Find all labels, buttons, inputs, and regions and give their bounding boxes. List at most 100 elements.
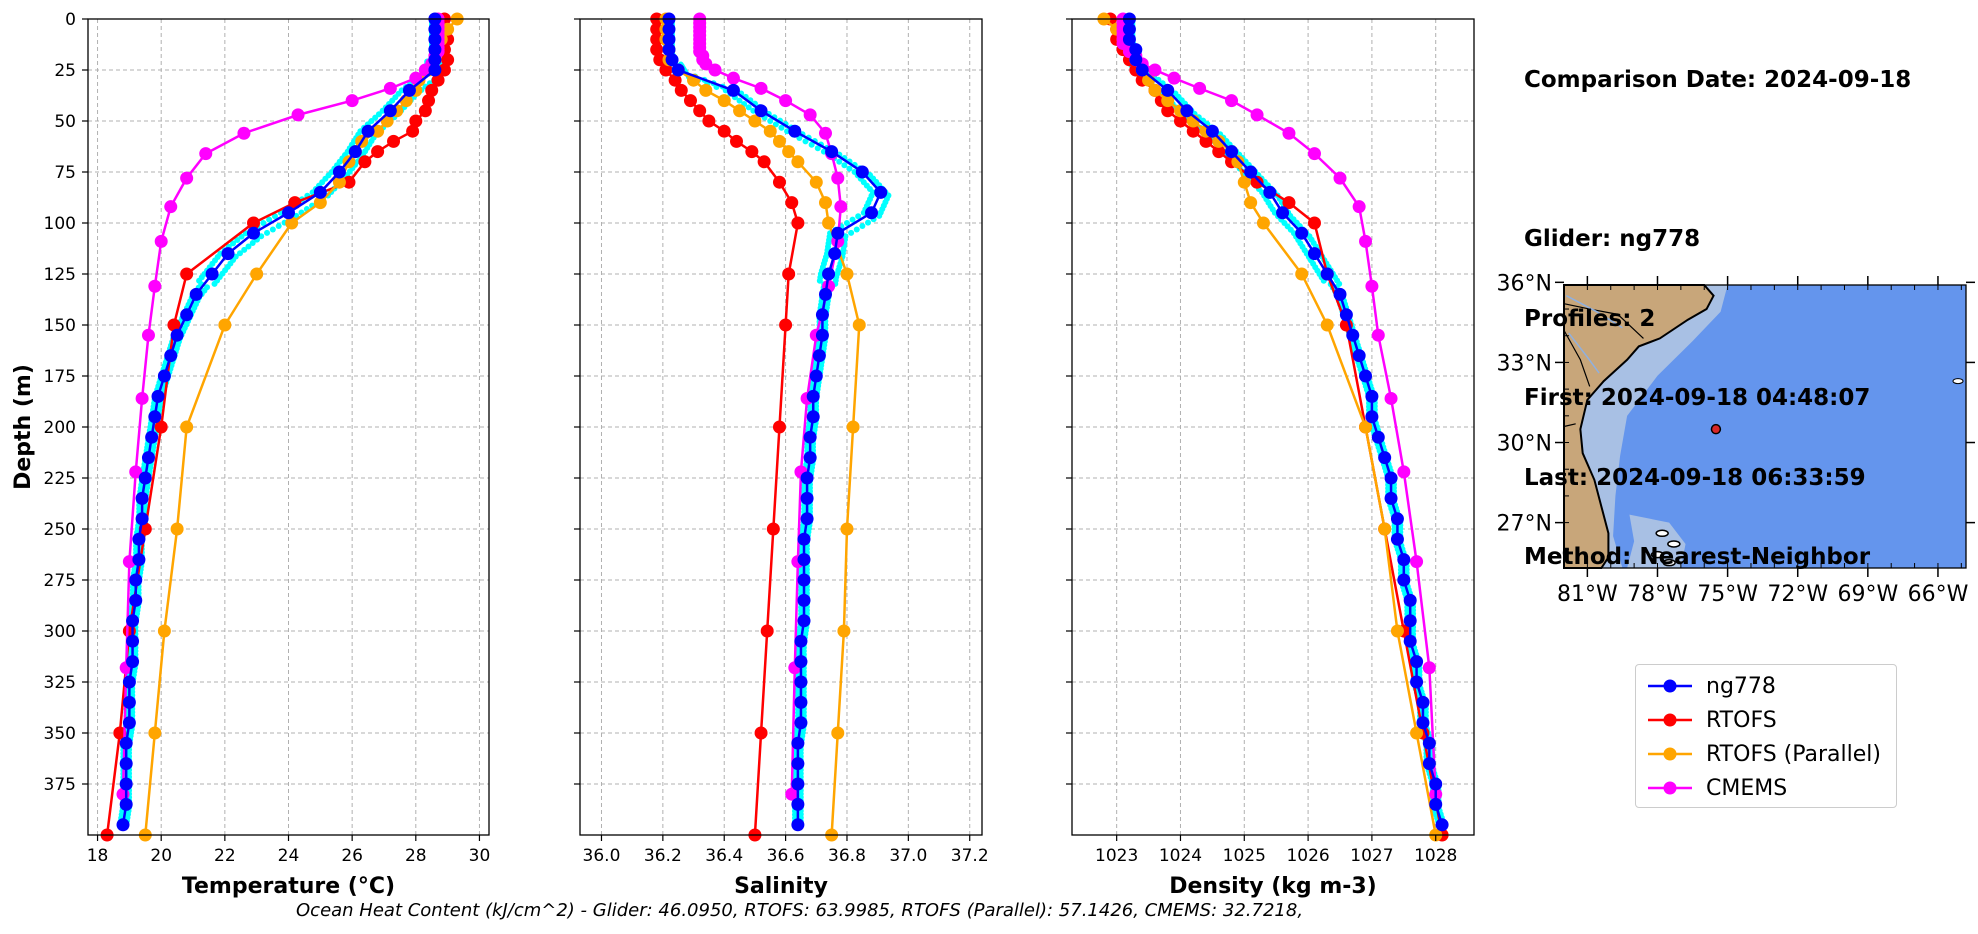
data-point [662,32,676,46]
data-point [828,247,842,261]
data-point [1173,114,1187,128]
data-point [874,185,888,199]
data-point [785,196,799,210]
data-point [803,430,817,444]
data-point [1403,634,1417,648]
data-point [154,420,168,434]
data-point [135,512,149,526]
data-point [167,318,181,332]
y-tick-label: 375 [44,775,76,795]
data-point [1359,369,1373,383]
data-point [754,726,768,740]
data-point [342,175,356,189]
data-point [791,155,805,169]
data-point [1135,63,1149,77]
island [1667,540,1681,548]
data-point [1378,522,1392,536]
data-point [1359,420,1373,434]
data-point [1429,777,1443,791]
data-point [1282,126,1296,140]
glider-scatter-point [264,229,271,236]
data-point [154,234,168,248]
data-point [129,593,143,607]
data-point [794,716,808,730]
data-point [791,797,805,811]
glider-scatter-point [275,223,282,230]
legend-label: CMEMS [1706,775,1788,801]
series-line-cmems [121,19,440,795]
data-point [1435,818,1449,832]
data-point [431,73,445,87]
data-point [345,94,359,108]
map-lon-label: 69°W [1837,582,1898,607]
data-point [428,43,442,57]
y-tick-label: 100 [44,214,76,234]
data-point [348,145,362,159]
data-point [1320,267,1334,281]
legend-label: RTOFS [1706,707,1777,733]
map-frame [1563,284,1967,569]
map-lat-label: 36°N [1497,271,1552,296]
island [1662,558,1676,567]
data-point [418,104,432,118]
caption-text: Ocean Heat Content (kJ/cm^2) - Glider: 4… [296,900,1304,921]
data-point [1244,165,1258,179]
data-point [1397,573,1411,587]
data-point [800,471,814,485]
data-point [441,53,455,67]
data-point [1205,124,1219,138]
data-point [180,420,194,434]
data-point [371,124,385,138]
glider-scatter-point [241,246,248,253]
info-line: Profiles: 2 [1524,305,1656,332]
data-point [291,108,305,122]
data-point [831,726,845,740]
data-point [668,73,682,87]
y-tick-label: 75 [54,163,76,183]
data-point [1333,171,1347,185]
x-tick-label: 30 [469,846,491,866]
data-point [157,369,171,383]
x-tick-label: 36.4 [705,846,743,866]
x-tick-label: 36.8 [828,846,866,866]
data-point [358,155,372,169]
glider-location-marker [1710,423,1722,435]
data-point [1429,797,1443,811]
data-point [1231,155,1245,169]
data-point [726,71,740,85]
y-tick-label: 200 [44,418,76,438]
data-point [1416,695,1430,709]
y-axis-label: Depth (m) [11,364,36,490]
data-point [425,83,439,97]
glider-scatter-point [778,124,785,131]
data-point [138,471,152,485]
data-point [1397,465,1411,479]
data-point [383,104,397,118]
data-point [818,196,832,210]
data-point [1199,134,1213,148]
data-point [164,349,178,363]
glider-scatter-point [802,138,809,145]
data-point [1212,145,1226,159]
data-point [726,83,740,97]
data-point [1365,410,1379,424]
map-lon-label: 66°W [1908,582,1969,607]
map-lat-label: 30°N [1497,432,1552,457]
x-tick-label: 1027 [1350,846,1393,866]
glider-scatter-point [736,97,743,104]
data-point [126,614,140,628]
data-point [1410,555,1424,569]
glider-scatter-point [230,240,237,247]
data-point [674,83,688,97]
data-point [791,818,805,832]
data-point [1416,716,1430,730]
x-tick-label: 37.2 [951,846,989,866]
data-point [119,757,133,771]
data-point [1390,512,1404,526]
data-point [1422,757,1436,771]
data-point [809,175,823,189]
data-point [794,655,808,669]
glider-scatter-point [266,216,273,223]
data-point [699,83,713,97]
data-point [1244,196,1258,210]
